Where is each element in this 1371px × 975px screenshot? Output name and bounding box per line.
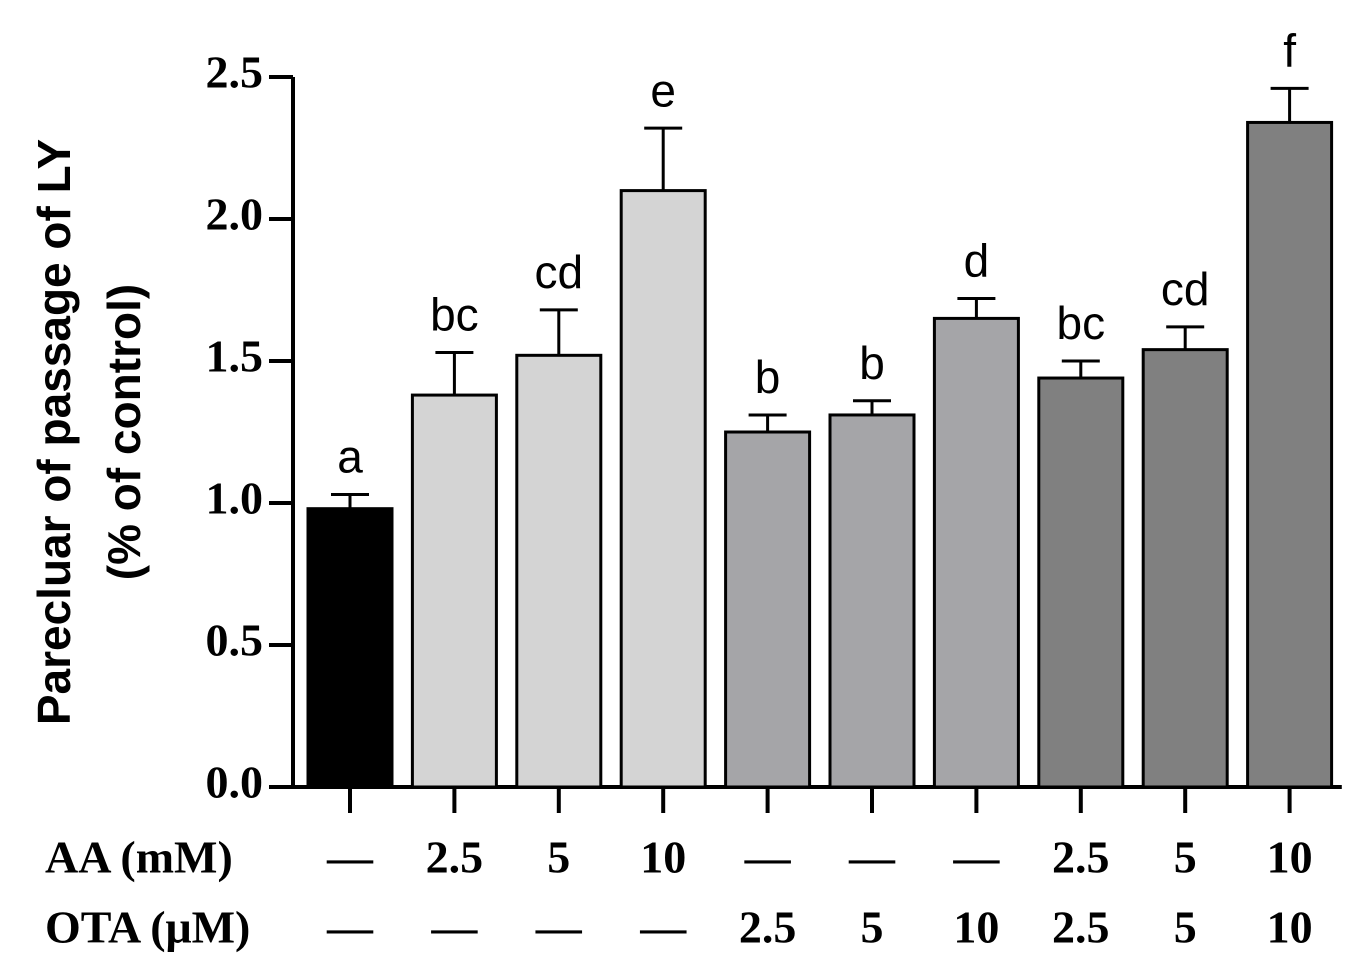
bar	[1037, 376, 1125, 789]
bar	[306, 507, 394, 789]
x-tick-label: —	[326, 832, 374, 883]
bar	[1141, 348, 1229, 789]
annotation: cd	[535, 246, 584, 298]
annotation: bc	[430, 289, 479, 341]
x-tick-label: 2.5	[1052, 832, 1110, 883]
x-tick-label: —	[744, 832, 792, 883]
x-tick-label: 2.5	[426, 832, 484, 883]
x-tick-label: 10	[1267, 902, 1313, 953]
x-tick-label: 10	[640, 832, 686, 883]
x-tick-label: —	[639, 902, 687, 953]
y-axis-label: (% of control)	[98, 284, 150, 580]
bar	[410, 393, 498, 789]
bar	[932, 316, 1020, 789]
x-tick-label: 5	[547, 832, 570, 883]
x-tick-label: 5	[1174, 902, 1197, 953]
x-tick-label: —	[535, 902, 583, 953]
y-tick-label: 1.5	[206, 331, 264, 382]
y-tick-label: 1.0	[206, 473, 264, 524]
y-tick-label: 0.5	[206, 615, 264, 666]
annotation: e	[650, 64, 676, 116]
bar	[828, 413, 916, 789]
x-row-label: OTA (μM)	[45, 902, 250, 953]
annotation: cd	[1161, 263, 1210, 315]
bar	[724, 430, 812, 789]
x-tick-label: —	[952, 832, 1000, 883]
x-tick-label: —	[848, 832, 896, 883]
y-tick-label: 2.5	[206, 47, 264, 98]
x-tick-label: —	[326, 902, 374, 953]
x-tick-label: 2.5	[739, 902, 797, 953]
x-tick-label: —	[430, 902, 478, 953]
bar	[619, 189, 707, 789]
x-tick-label: 5	[1174, 832, 1197, 883]
annotation: bc	[1057, 297, 1106, 349]
bar	[515, 353, 603, 789]
x-tick-label: 5	[861, 902, 884, 953]
x-tick-label: 2.5	[1052, 902, 1110, 953]
x-tick-label: 10	[1267, 832, 1313, 883]
annotation: f	[1283, 25, 1296, 77]
annotation: a	[337, 431, 363, 483]
y-tick-label: 2.0	[206, 189, 264, 240]
annotation: b	[859, 337, 885, 389]
bar	[1246, 120, 1334, 789]
y-axis-label: Parecluar of passage of LY	[28, 139, 80, 725]
x-tick-label: 10	[953, 902, 999, 953]
x-row-label: AA (mM)	[45, 832, 233, 883]
annotation: d	[964, 235, 990, 287]
annotation: b	[755, 351, 781, 403]
y-tick-label: 0.0	[206, 757, 264, 808]
